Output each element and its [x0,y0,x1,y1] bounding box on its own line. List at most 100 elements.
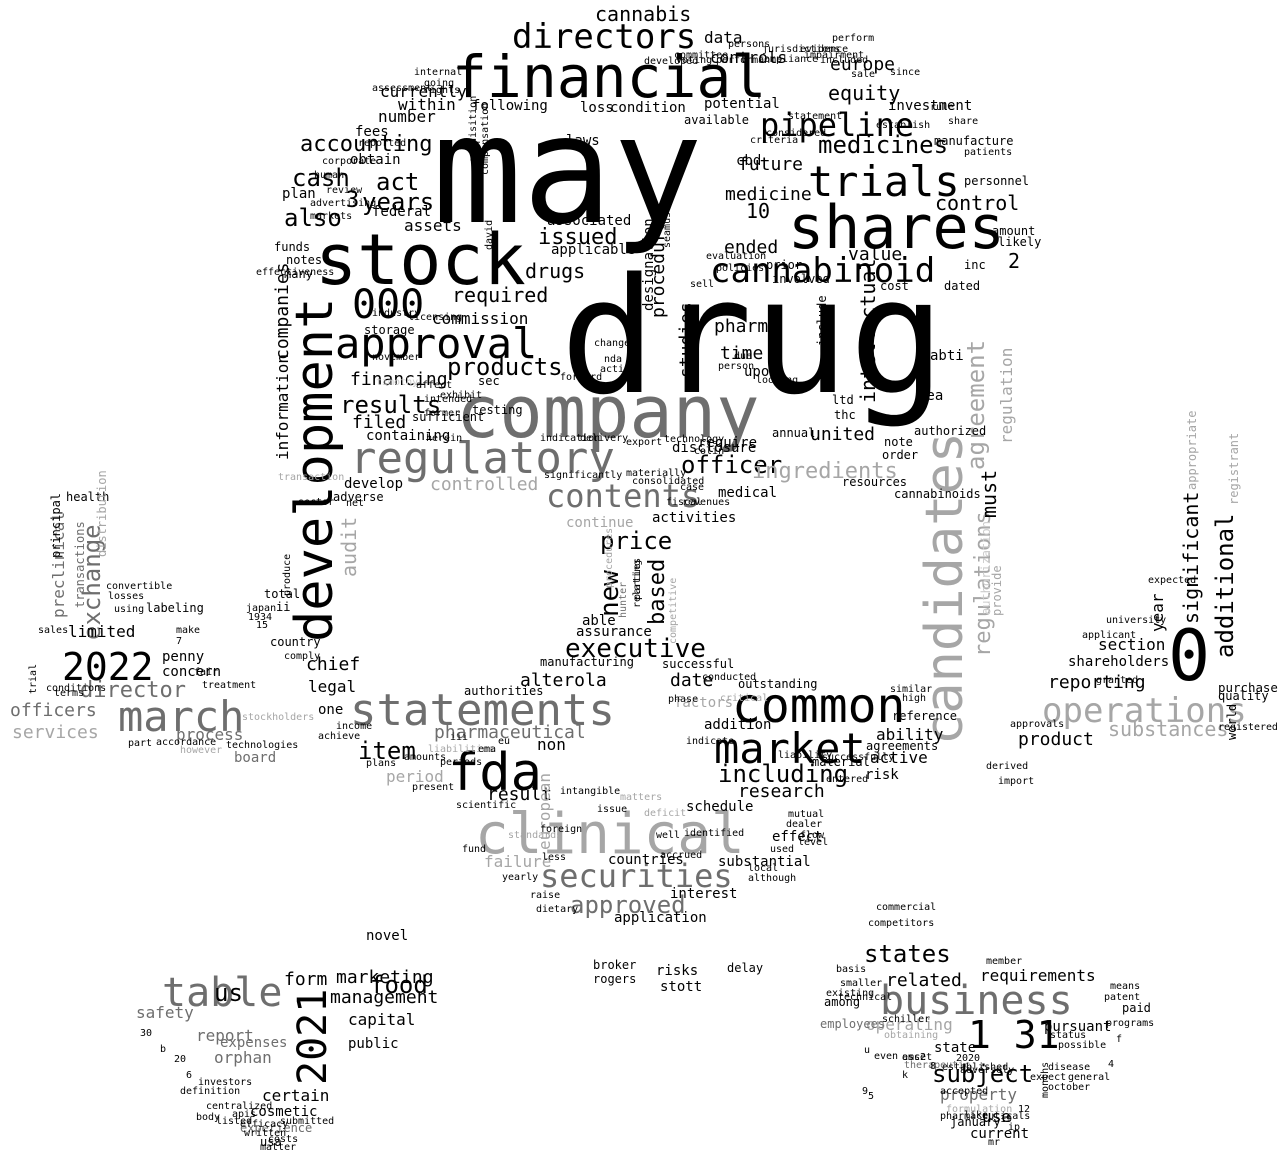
word-dated-217: dated [944,279,980,293]
word-available-202: available [684,113,749,127]
word-written-429: written [244,1128,286,1139]
word-adversely-411: adversely [960,1065,1014,1076]
word-cannabinoid-15: cannabinoid [710,251,935,291]
word-investors-424: investors [198,1077,252,1088]
word-novel-176: novel [366,928,408,944]
word-evidence-390: evidence [800,44,848,55]
word-person-346: person [718,361,754,372]
word-raise-301: raise [530,890,560,901]
word-foreign-297: foreign [540,824,582,835]
word-testing-204: testing [472,403,523,417]
word-ltd-208: ltd [832,393,854,407]
word-studies-107: studies [676,302,697,378]
word-matters-304: matters [620,792,662,803]
word-scientific-294: scientific [456,800,516,811]
word-disclosure-98: disclosure [672,440,756,456]
word-local-309: local [748,863,778,874]
word-standards-296: standards [508,830,562,841]
word-issue-303: issue [597,804,627,815]
word-fiscal-332: fiscal [666,497,702,508]
word-cannabinoids-223: cannabinoids [894,487,981,501]
word-operations-26: operations [1042,691,1247,731]
word-successful-189: successful [662,657,734,671]
word-deficit-305: deficit [644,808,686,819]
word-broker-179: broker [593,958,636,972]
word-research-126: research [738,781,825,802]
word-distribution-186: distribution [95,470,109,557]
word-abti-106: abti [930,348,964,364]
word-sec-203: sec [478,374,500,388]
word-included-392: included [820,55,868,66]
word-fda-12: fda [448,743,542,803]
word-new-38: new [595,570,625,617]
word-regulation-103: regulation [997,348,1016,444]
word-periods-289: periods [440,757,482,768]
word-use-158: use [982,1107,1011,1126]
word-evaluation-350: evaluation [706,251,766,262]
word-funds-79: funds [274,240,310,254]
word-require-97: require [698,435,757,451]
word-disease-257: disease [1048,1062,1090,1073]
word-make-262: make [176,625,200,636]
word-countries-133: countries [608,852,684,868]
word-means-247: means [1110,981,1140,992]
word-fair-264: fair [194,667,218,678]
word-policies-349: policies [716,263,764,274]
word-forward-344: forward [560,372,602,383]
word-european-118: european [535,773,554,850]
word-5-414: 5 [868,1091,874,1102]
word-authorities-188: authorities [464,684,543,698]
word-due-345: due [734,351,752,362]
word-parties-326: parties [632,558,643,600]
word-rights-358: rights [424,85,460,96]
word-requirements-154: requirements [980,966,1096,985]
word-sector-281: sector [298,497,334,508]
word-therapeutic-254: therapeutic [904,1060,970,1071]
word-existing-405: existing [826,988,874,999]
word-cannabis-66: cannabis [595,2,691,26]
word-7-263: 7 [176,636,182,647]
word-results-35: results [340,391,441,419]
word-fees-72: fees [355,124,389,140]
word-eu-291: eu [498,736,510,747]
word-principal-185: principal [49,493,63,558]
word-changes-343: changes [594,338,636,349]
word-penny-150: penny [162,649,204,665]
word-officers-147: officers [10,700,97,721]
word-centralized-426: centralized [206,1101,272,1112]
word-stockholders-274: stockholders [242,712,314,723]
word-involved-220: involved [772,272,830,286]
word-storage-206: storage [364,323,415,337]
word-approved-41: approved [570,891,686,919]
word-f-419: f [1116,1034,1122,1045]
word-us-166: us [214,979,243,1007]
word-procedures-328: procedures [604,528,615,588]
word-industry-367: industry [372,308,420,319]
word-action-342: action [600,364,636,375]
word-indicate-323: indicate [686,736,734,747]
word-19-415: 19 [1000,1114,1012,1125]
word-ability-127: ability [876,725,944,744]
word-although-310: although [748,873,796,884]
word-looking-347: looking [756,375,798,386]
word-income-284: income [336,721,372,732]
word-body-430: body [196,1112,220,1123]
word-drugs-56: drugs [525,259,585,283]
word-period-119: period [386,767,444,786]
word-indication-337: indication [540,433,600,444]
word-reference-191: reference [892,709,957,723]
word-cosmetic-172: cosmetic [250,1104,317,1120]
word-liability-316: liability [778,750,832,761]
word-perform-394: perform [832,33,874,44]
word-cbd-201: cbd [736,153,761,169]
word-time-93: time [720,343,763,364]
word-registered-229: registered [1218,722,1278,733]
word-control-60: control [935,191,1019,215]
word-regulations-30: regulations [971,511,996,657]
word-revenues-330: revenues [682,497,730,508]
word-act-53: act [376,168,419,196]
word-prior-221: prior [766,258,802,272]
word-listed-434: listed [216,1116,252,1127]
word-advertising-364: advertising [310,198,376,209]
word-currently-69: currently [380,82,467,101]
